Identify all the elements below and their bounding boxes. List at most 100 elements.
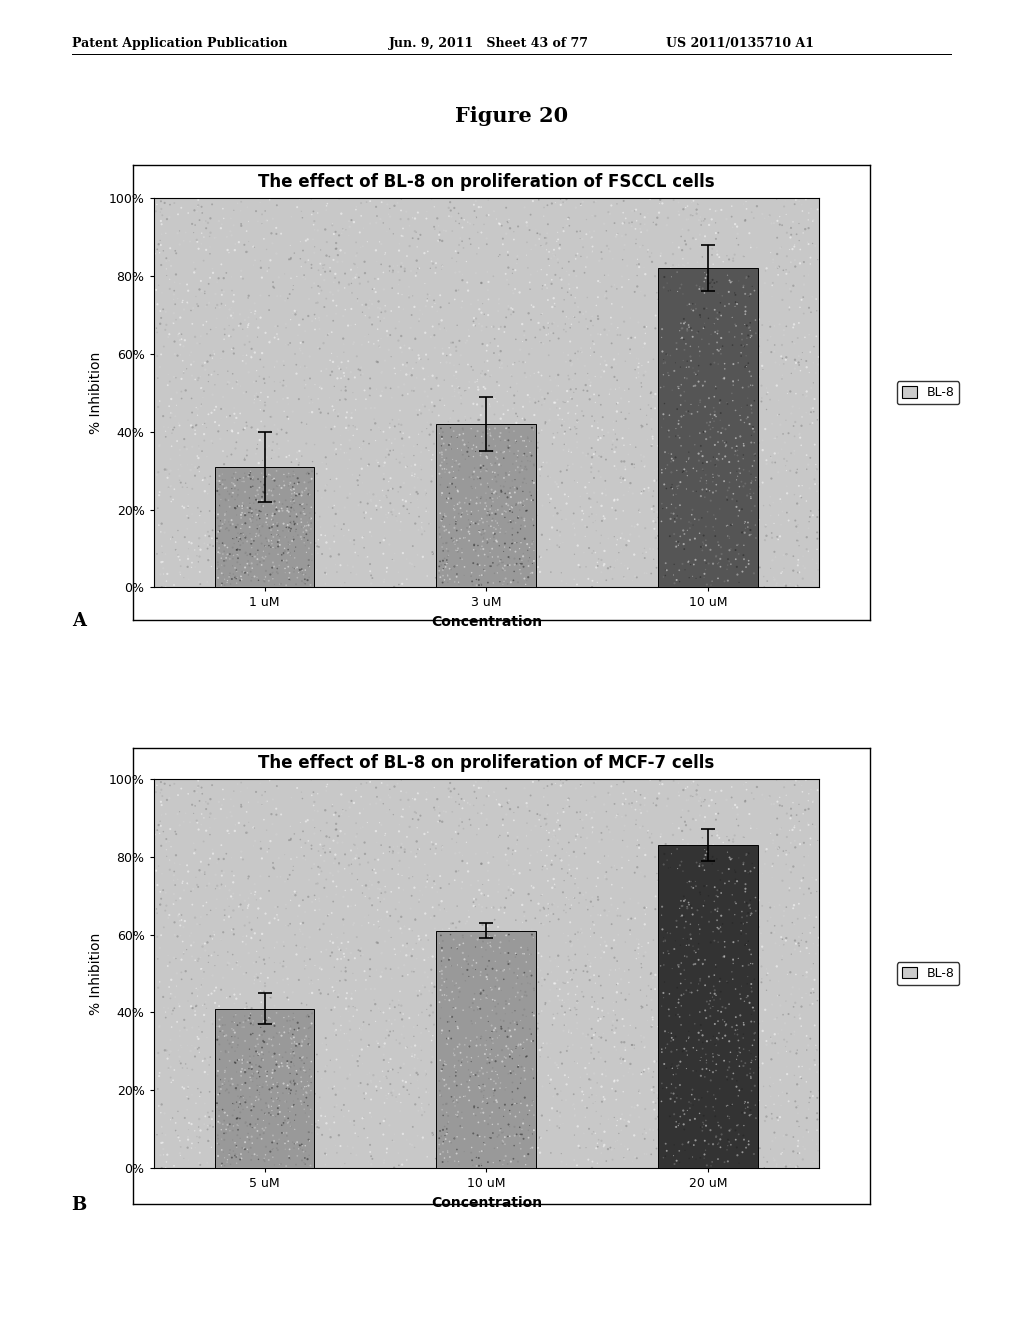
Point	[302, 554, 318, 576]
Point	[376, 1067, 392, 1088]
Point	[431, 230, 447, 251]
Point	[592, 272, 608, 293]
Point	[268, 323, 285, 345]
Point	[435, 1094, 452, 1115]
Point	[182, 231, 199, 252]
Point	[469, 974, 485, 995]
Point	[211, 1076, 227, 1097]
Point	[653, 904, 670, 925]
Point	[744, 908, 761, 929]
Point	[152, 783, 168, 804]
Point	[219, 308, 236, 329]
Point	[803, 302, 819, 323]
Point	[730, 544, 746, 565]
Point	[167, 343, 183, 364]
Point	[536, 973, 552, 994]
Point	[158, 804, 174, 825]
Point	[274, 520, 291, 541]
Point	[556, 900, 572, 921]
Point	[726, 1001, 742, 1022]
Point	[170, 1040, 186, 1061]
Point	[227, 566, 244, 587]
Point	[803, 198, 819, 219]
Point	[702, 498, 719, 519]
Point	[151, 275, 167, 296]
Point	[740, 891, 757, 912]
Point	[421, 1094, 437, 1115]
Point	[348, 826, 365, 847]
Point	[476, 1134, 493, 1155]
Point	[228, 1152, 245, 1173]
Point	[238, 352, 254, 374]
Point	[802, 413, 818, 434]
Point	[729, 937, 745, 958]
Point	[702, 902, 719, 923]
Point	[692, 511, 709, 532]
Point	[515, 480, 531, 502]
Point	[738, 525, 755, 546]
Point	[153, 836, 169, 857]
Point	[734, 1142, 751, 1163]
Point	[666, 1146, 682, 1167]
Point	[468, 1030, 484, 1051]
Point	[461, 494, 477, 515]
Point	[636, 838, 652, 859]
Point	[335, 799, 351, 820]
Point	[259, 1034, 275, 1055]
Point	[433, 950, 450, 972]
Point	[250, 1148, 266, 1170]
Point	[498, 306, 514, 327]
Point	[735, 1117, 752, 1138]
Point	[714, 409, 730, 430]
Point	[525, 927, 542, 948]
Point	[311, 919, 328, 940]
Point	[353, 334, 370, 355]
Point	[484, 1081, 501, 1102]
Point	[162, 859, 178, 880]
Point	[652, 1006, 669, 1027]
Point	[332, 1006, 348, 1027]
Point	[717, 461, 733, 482]
Point	[699, 1076, 716, 1097]
Point	[484, 503, 501, 524]
Point	[383, 927, 399, 948]
Point	[630, 937, 646, 958]
Point	[482, 1080, 499, 1101]
Point	[380, 480, 396, 502]
Point	[326, 1012, 342, 1034]
Point	[336, 946, 352, 968]
Point	[438, 1093, 455, 1114]
Point	[645, 539, 662, 560]
Point	[617, 805, 634, 826]
Point	[326, 830, 342, 851]
Point	[708, 809, 724, 830]
Point	[541, 323, 557, 345]
Point	[202, 1115, 218, 1137]
Point	[686, 417, 702, 438]
Point	[756, 1158, 772, 1179]
Point	[673, 539, 689, 560]
Point	[336, 915, 352, 936]
Point	[452, 209, 468, 230]
Point	[639, 801, 655, 822]
Point	[237, 543, 253, 564]
Point	[443, 787, 460, 808]
Point	[581, 1069, 597, 1090]
Point	[354, 236, 371, 257]
Point	[582, 970, 598, 991]
Point	[803, 401, 819, 422]
Point	[777, 771, 794, 792]
Point	[742, 360, 759, 381]
Point	[676, 504, 692, 525]
Point	[461, 428, 477, 449]
Point	[659, 362, 676, 383]
Point	[705, 1100, 721, 1121]
Point	[179, 556, 196, 577]
Point	[743, 908, 760, 929]
Point	[438, 1028, 455, 1049]
Point	[411, 506, 427, 527]
Point	[257, 953, 273, 974]
Point	[665, 413, 681, 434]
Point	[751, 309, 767, 330]
Point	[502, 957, 518, 978]
